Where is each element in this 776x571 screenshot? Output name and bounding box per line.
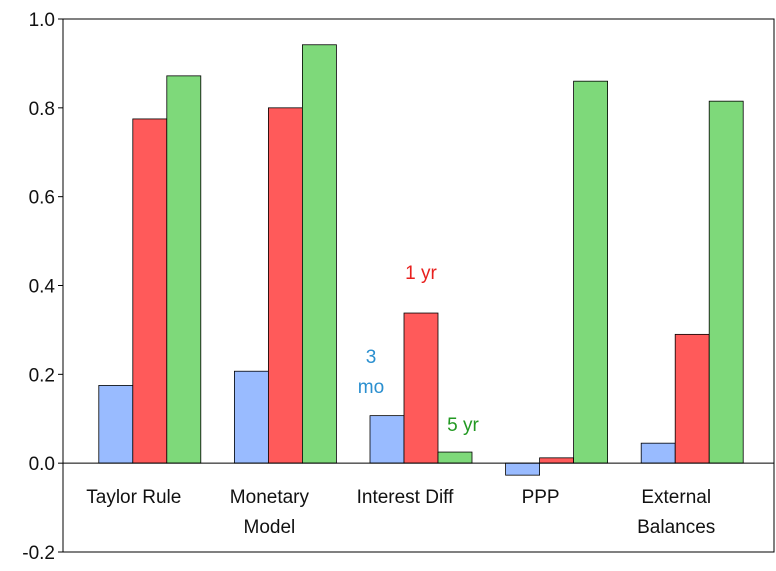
y-tick-label: 0.6 (29, 188, 55, 209)
bar (132, 118, 168, 464)
y-tick-label: 0.2 (29, 365, 55, 386)
bar (573, 80, 608, 464)
bar (166, 75, 202, 464)
bar (403, 312, 439, 464)
series-label: 1 yr (405, 263, 437, 284)
bar (369, 415, 405, 464)
bar (437, 451, 473, 464)
bar (301, 44, 337, 464)
y-tick-label: 1.0 (29, 10, 55, 31)
y-tick-label: -0.2 (22, 543, 55, 564)
x-tick-label: External Balances (637, 487, 715, 538)
bar (674, 333, 710, 464)
series-label: 3 mo (358, 347, 384, 398)
bar (233, 370, 269, 464)
bar (708, 100, 744, 464)
bar (539, 457, 574, 464)
x-tick-label: Monetary Model (230, 487, 310, 538)
bar (98, 385, 134, 464)
bar (640, 442, 676, 464)
series-label: 5 yr (447, 415, 479, 436)
y-tick-label: 0.0 (29, 454, 55, 475)
y-tick-label: 0.4 (29, 277, 56, 298)
x-tick-label: Taylor Rule (86, 487, 181, 508)
x-tick-label: PPP (522, 487, 560, 508)
y-tick-label: 0.8 (29, 99, 55, 120)
bar (505, 462, 541, 476)
bar (267, 107, 303, 464)
x-tick-label: Interest Diff (357, 487, 455, 508)
